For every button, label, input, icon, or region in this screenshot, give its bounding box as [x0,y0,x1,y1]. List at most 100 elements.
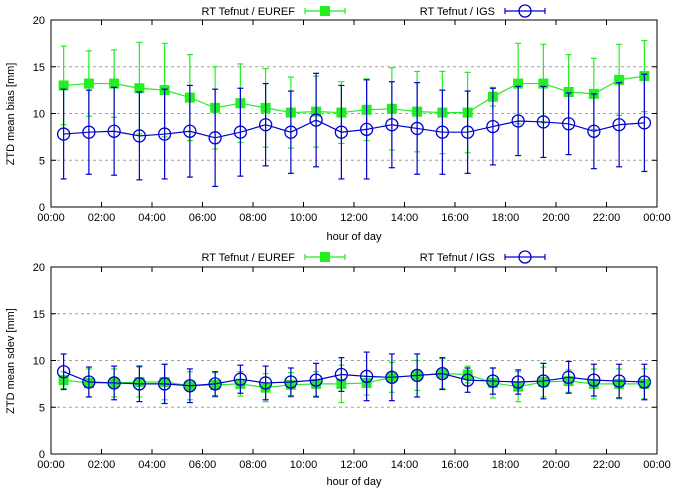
y-tick-label: 20 [33,15,45,27]
data-point [56,365,71,379]
y-axis-label: ZTD mean sdev [mm] [5,308,17,414]
y-tick-label: 0 [39,202,45,214]
y-axis-label: ZTD mean bias [mm] [5,63,17,166]
data-point [56,127,71,141]
data-point [334,125,349,139]
y-tick-labels: 0 5 10 15 20 [33,15,45,214]
x-tick-label: 04:00 [138,459,166,471]
legend-sample-euref [304,252,346,262]
data-point [587,124,601,138]
data-point [511,375,525,389]
x-tick-label: 08:00 [239,459,267,471]
data-point [561,117,576,131]
x-tick-label: 00:00 [643,212,671,224]
data-point [58,80,69,91]
x-tick-label: 06:00 [189,459,217,471]
x-tick-label: 10:00 [290,212,318,224]
data-point [637,375,652,389]
data-point [82,375,96,389]
data-point [107,124,121,138]
legend-label-igs: RT Tefnut / IGS [420,6,495,18]
data-point [208,377,222,391]
y-tick-label: 20 [33,262,45,274]
series-line [63,75,645,114]
legend-marker [320,252,330,262]
x-tick-label: 16:00 [441,459,469,471]
data-point [536,115,551,129]
data-point [460,373,475,387]
data-point [208,131,222,145]
series-line [63,119,645,139]
x-tick-label: 00:00 [37,212,65,224]
data-point [309,113,323,127]
data-point [587,373,601,387]
data-point [109,78,120,89]
plot-frame [50,19,658,208]
data-point [83,78,94,89]
data-point [284,375,298,389]
data-point [385,118,399,132]
legend-marker [518,250,532,264]
plot-frame [50,266,658,455]
x-tick-label: 02:00 [88,212,116,224]
panel-mean-sdev: RT Tefnut / EUREF RT Tefnut / IGS 0 5 10 15… [5,250,671,488]
data-point [233,125,248,139]
data-point [284,125,298,139]
data-point [132,129,147,143]
x-tick-label: 14:00 [391,459,419,471]
data-point [511,114,525,128]
x-tick-label: 12:00 [340,212,368,224]
x-tick-label: 22:00 [593,459,621,471]
data-point [410,368,424,383]
data-point [359,369,374,384]
data-point [157,127,172,141]
data-point [334,367,349,382]
data-point [561,370,576,384]
data-point [410,121,424,136]
data-point [435,125,450,139]
y-tick-label: 15 [33,309,45,321]
y-tick-label: 5 [39,155,45,167]
data-point [538,78,549,89]
data-point [157,377,172,391]
x-tick-label: 00:00 [643,459,671,471]
x-tick-label: 16:00 [441,212,469,224]
data-point [132,377,147,391]
grid [50,19,658,208]
x-tick-labels: 00:00 02:00 04:00 06:00 08:00 10:00 12:00 14:00… [37,459,671,471]
x-tick-label: 18:00 [492,212,520,224]
data-point [435,366,450,381]
legend-marker [518,4,532,18]
data-point [82,125,96,139]
x-tick-label: 08:00 [239,212,267,224]
data-point [183,379,197,393]
series-euref [58,358,650,404]
data-point [385,370,399,384]
x-tick-label: 00:00 [37,459,65,471]
x-tick-label: 04:00 [138,212,166,224]
x-tick-label: 10:00 [290,459,318,471]
legend: RT Tefnut / EUREF RT Tefnut / IGS [201,4,546,18]
y-tick-label: 10 [33,356,45,368]
series-euref [58,39,650,155]
y-tick-label: 0 [39,449,45,461]
series-igs [56,351,652,405]
legend: RT Tefnut / EUREF RT Tefnut / IGS [201,250,546,264]
legend-sample-igs [504,4,546,18]
x-tick-label: 20:00 [542,459,570,471]
data-point [536,374,551,388]
legend-label-igs: RT Tefnut / IGS [420,252,495,264]
data-point [460,125,475,139]
legend-marker [320,6,330,16]
x-tick-label: 18:00 [492,459,520,471]
series-layer [56,39,652,188]
data-point [486,119,500,134]
y-tick-label: 5 [39,402,45,414]
series-line [63,371,645,387]
x-axis-label: hour of day [326,231,382,243]
data-point [612,118,626,132]
x-tick-label: 12:00 [340,459,368,471]
x-axis-label: hour of day [326,476,382,488]
y-tick-label: 15 [33,62,45,74]
